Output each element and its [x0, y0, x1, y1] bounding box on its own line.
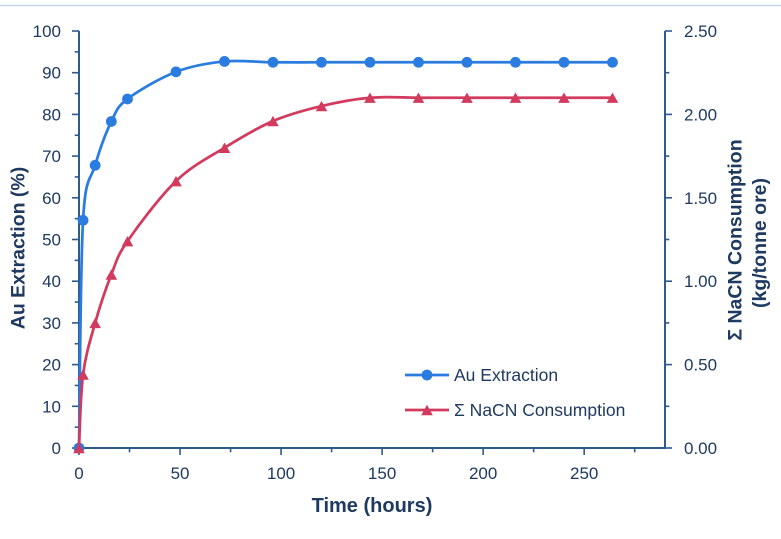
triangle-marker: [509, 92, 522, 103]
series-line: [77, 59, 614, 450]
left-tick-label: 70: [42, 147, 61, 166]
x-tick-label: 0: [74, 464, 83, 483]
right-tick-label: 0.50: [684, 356, 717, 375]
circle-marker: [89, 159, 101, 171]
right-tick-label: 1.00: [684, 272, 717, 291]
x-tick-label: 200: [469, 464, 497, 483]
triangle-marker: [89, 317, 101, 329]
circle-marker: [558, 56, 570, 68]
circle-marker: [267, 56, 279, 68]
circle-marker: [413, 56, 424, 68]
circle-marker: [77, 214, 89, 226]
right-axis-title-line2: (kg/tonne ore): [749, 178, 771, 308]
left-tick-label: 80: [42, 105, 61, 124]
circle-marker: [510, 56, 521, 68]
circle-marker: [105, 116, 117, 127]
circle-marker: [219, 56, 230, 67]
circle-marker: [607, 56, 618, 68]
triangle-marker: [170, 175, 182, 187]
legend-label-nacn-consumption: Σ NaCN Consumption: [454, 400, 625, 420]
left-tick-label: 40: [42, 272, 61, 291]
legend-item-nacn-consumption: Σ NaCN Consumption: [405, 400, 625, 420]
left-tick-label: 50: [42, 231, 61, 250]
legend-swatch-line-triangle: [405, 404, 449, 416]
x-axis-title: Time (hours): [312, 495, 433, 517]
legend-label-au-extraction: Au Extraction: [454, 365, 558, 385]
triangle-marker: [267, 115, 279, 127]
right-tick-label: 2.00: [684, 105, 717, 124]
x-tick-label: 50: [171, 464, 190, 483]
legend-item-au-extraction: Au Extraction: [405, 365, 558, 385]
axes-layer: [72, 30, 672, 455]
tick-labels-layer: 0 50 100 150 200 250 0 10 20 30 40 50 60 70 80 90 100 0.0…: [33, 22, 717, 483]
right-tick-label: 2.50: [684, 22, 717, 41]
left-tick-label: 0: [52, 439, 61, 458]
circle-marker: [364, 56, 376, 68]
left-tick-label: 90: [42, 64, 61, 83]
right-tick-label: 1.50: [684, 189, 717, 208]
series-layer: [73, 56, 619, 454]
triangle-marker: [121, 235, 134, 247]
circle-marker: [461, 56, 473, 68]
series-au-extraction: [73, 56, 618, 454]
x-tick-label: 250: [570, 464, 598, 483]
legend-triangle-marker: [421, 404, 433, 416]
series-line: [77, 95, 614, 450]
chart-legend: Au Extraction Σ NaCN Consumption: [405, 365, 625, 420]
left-tick-label: 100: [33, 22, 61, 41]
circle-marker: [316, 56, 327, 68]
legend-swatch-line-circle: [405, 369, 449, 381]
x-tick-label: 150: [368, 464, 396, 483]
triangle-marker: [315, 100, 328, 112]
triangle-marker: [218, 142, 231, 153]
triangle-marker: [77, 369, 89, 380]
triangle-marker: [412, 92, 425, 103]
left-tick-label: 20: [42, 356, 61, 375]
triangle-marker: [73, 442, 85, 454]
right-tick-label: 0.00: [684, 439, 717, 458]
x-tick-label: 100: [267, 464, 295, 483]
triangle-marker: [364, 92, 376, 103]
right-axis-title-line1: Σ NaCN Consumption: [725, 139, 747, 340]
left-tick-label: 10: [42, 397, 61, 416]
legend-circle-marker: [421, 369, 433, 381]
circle-marker: [122, 93, 133, 105]
triangle-marker: [558, 92, 570, 103]
series-nacn-consumption: [73, 92, 619, 454]
triangle-marker: [461, 92, 473, 103]
triangle-marker: [606, 92, 619, 103]
circle-marker: [170, 66, 182, 78]
left-tick-label: 60: [42, 189, 61, 208]
triangle-marker: [105, 269, 118, 280]
left-axis-title: Au Extraction (%): [8, 167, 30, 330]
left-tick-label: 30: [42, 314, 61, 333]
